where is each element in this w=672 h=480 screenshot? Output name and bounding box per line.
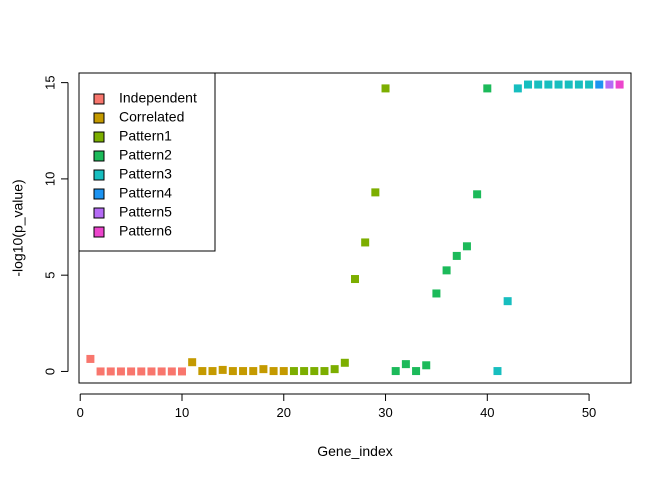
y-tick-label: 15 bbox=[42, 75, 57, 89]
data-point bbox=[483, 84, 492, 93]
data-point bbox=[371, 188, 380, 197]
axes: 0 10 20 30 40 50 0 5 10 15 bbox=[42, 72, 632, 420]
data-point bbox=[147, 367, 156, 376]
data-point bbox=[544, 80, 553, 89]
data-point bbox=[157, 367, 166, 376]
data-point bbox=[137, 367, 146, 376]
data-point bbox=[574, 80, 583, 89]
data-point bbox=[249, 367, 258, 376]
legend-label: Pattern3 bbox=[119, 166, 172, 182]
data-point bbox=[361, 238, 370, 247]
data-point bbox=[503, 297, 512, 306]
data-point bbox=[564, 80, 573, 89]
data-point bbox=[493, 367, 502, 376]
data-point bbox=[422, 361, 431, 370]
data-point bbox=[300, 367, 309, 376]
data-point bbox=[381, 84, 390, 93]
data-points bbox=[86, 80, 624, 376]
data-point bbox=[615, 80, 624, 89]
data-point bbox=[279, 367, 288, 376]
y-tick-label: 10 bbox=[42, 172, 57, 186]
data-point bbox=[259, 365, 268, 374]
data-point bbox=[167, 367, 176, 376]
legend-label: Pattern1 bbox=[119, 128, 172, 144]
legend-label: Pattern5 bbox=[119, 204, 172, 220]
data-point bbox=[86, 354, 95, 363]
data-point bbox=[177, 367, 186, 376]
legend-swatch bbox=[93, 188, 105, 200]
data-point bbox=[239, 367, 248, 376]
data-point bbox=[595, 80, 604, 89]
data-point bbox=[401, 360, 410, 369]
data-point bbox=[188, 358, 197, 367]
data-point bbox=[585, 80, 594, 89]
x-tick-label: 40 bbox=[480, 405, 494, 420]
data-point bbox=[320, 367, 329, 376]
y-tick-label: 5 bbox=[42, 272, 57, 279]
legend-swatch bbox=[93, 131, 105, 143]
legend-label: Independent bbox=[119, 90, 197, 106]
legend-swatch bbox=[93, 93, 105, 105]
data-point bbox=[127, 367, 136, 376]
y-axis-title: -log10(p_value) bbox=[10, 179, 26, 276]
legend-swatch bbox=[93, 207, 105, 219]
data-point bbox=[218, 365, 227, 374]
data-point bbox=[116, 367, 125, 376]
data-point bbox=[330, 365, 339, 374]
data-point bbox=[432, 289, 441, 298]
data-point bbox=[554, 80, 563, 89]
data-point bbox=[340, 358, 349, 367]
legend-swatch bbox=[93, 226, 105, 238]
data-point bbox=[289, 367, 298, 376]
x-tick-label: 50 bbox=[582, 405, 596, 420]
x-axis-title: Gene_index bbox=[317, 443, 393, 459]
data-point bbox=[452, 251, 461, 260]
legend-label: Pattern4 bbox=[119, 185, 172, 201]
data-point bbox=[96, 367, 105, 376]
x-tick-label: 20 bbox=[277, 405, 291, 420]
legend: Independent Correlated Pattern1 Pattern2 Pat… bbox=[78, 72, 216, 252]
legend-swatch bbox=[93, 169, 105, 181]
data-point bbox=[605, 80, 614, 89]
legend-label: Pattern6 bbox=[119, 223, 172, 239]
x-tick-label: 30 bbox=[378, 405, 392, 420]
x-tick-label: 10 bbox=[175, 405, 189, 420]
x-tick-label: 0 bbox=[77, 405, 84, 420]
data-point bbox=[534, 80, 543, 89]
data-point bbox=[473, 190, 482, 199]
data-point bbox=[412, 367, 421, 376]
legend-label: Pattern2 bbox=[119, 147, 172, 163]
legend-label: Correlated bbox=[119, 109, 184, 125]
data-point bbox=[513, 84, 522, 93]
data-point bbox=[198, 367, 207, 376]
data-point bbox=[269, 367, 278, 376]
data-point bbox=[106, 367, 115, 376]
data-point bbox=[228, 367, 237, 376]
y-tick-label: 0 bbox=[42, 368, 57, 375]
data-point bbox=[310, 367, 319, 376]
data-point bbox=[524, 80, 533, 89]
legend-swatch bbox=[93, 112, 105, 124]
data-point bbox=[208, 367, 217, 376]
data-point bbox=[391, 367, 400, 376]
data-point bbox=[462, 242, 471, 251]
legend-swatch bbox=[93, 150, 105, 162]
data-point bbox=[442, 266, 451, 275]
data-point bbox=[351, 275, 359, 284]
